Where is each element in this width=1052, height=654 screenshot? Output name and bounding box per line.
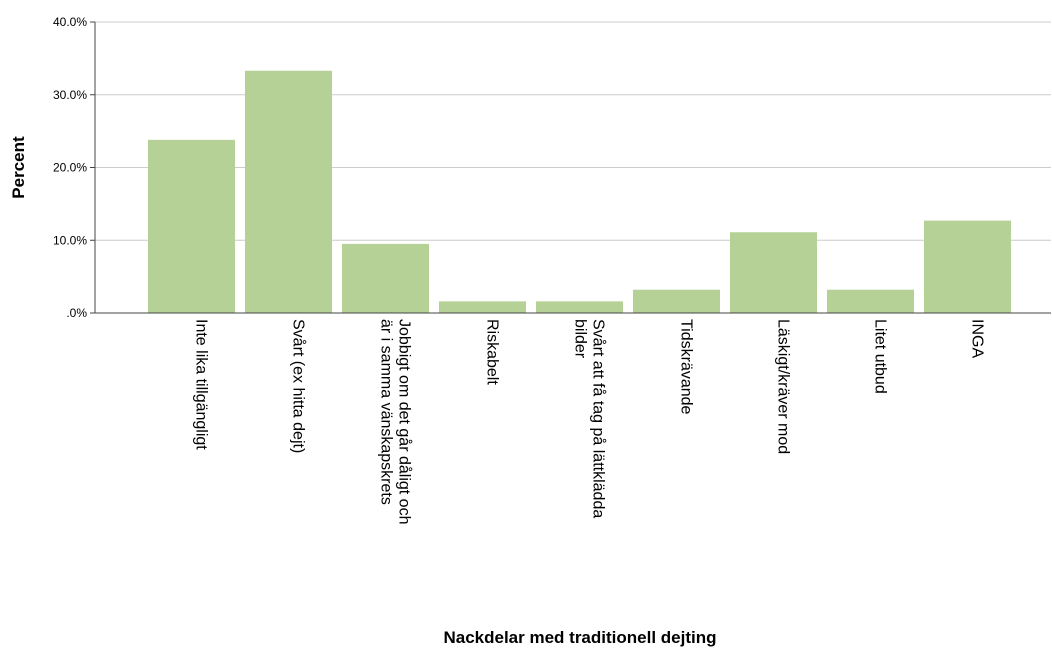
y-axis-title: Percent bbox=[9, 136, 28, 199]
bar bbox=[827, 289, 914, 313]
x-tick-label: Svårt att få tag på lättklädda bbox=[590, 319, 608, 518]
y-tick-label: 40.0% bbox=[53, 15, 87, 29]
x-tick-label: Svårt (ex hitta dejt) bbox=[290, 319, 308, 453]
x-axis-title: Nackdelar med traditionell dejting bbox=[443, 628, 716, 647]
bar bbox=[536, 301, 623, 313]
bar bbox=[730, 232, 817, 313]
x-tick-label: är i samma vänskapskrets bbox=[378, 319, 395, 505]
x-tick-label: Riskabelt bbox=[484, 319, 501, 385]
x-tick-label: Tidskrävande bbox=[678, 319, 695, 415]
x-tick-label: bilder bbox=[572, 319, 589, 359]
bars bbox=[148, 70, 1011, 314]
y-tick-labels: .0% 10.0% 20.0% 30.0% 40.0% bbox=[53, 15, 87, 320]
x-tick-label: Läskigt/kräver mod bbox=[775, 319, 792, 454]
x-tick-label: Inte lika tillgängligt bbox=[193, 319, 210, 450]
x-tick-label: Litet utbud bbox=[872, 319, 889, 394]
y-tick-label: 20.0% bbox=[53, 161, 87, 175]
x-tick-labels: Inte lika tillgängligt Svårt (ex hitta de… bbox=[193, 319, 986, 524]
y-tick-label: 30.0% bbox=[53, 88, 87, 102]
bar bbox=[245, 70, 332, 314]
x-tick-label: Jobbigt om det går dåligt och bbox=[396, 319, 414, 524]
bar bbox=[148, 139, 235, 313]
y-tick-label: 10.0% bbox=[53, 233, 87, 247]
bar bbox=[439, 301, 526, 313]
bar bbox=[633, 289, 720, 313]
bar bbox=[342, 243, 429, 313]
x-tick-label: INGA bbox=[969, 319, 986, 358]
bar bbox=[924, 220, 1011, 313]
y-tick-label: .0% bbox=[66, 306, 87, 320]
